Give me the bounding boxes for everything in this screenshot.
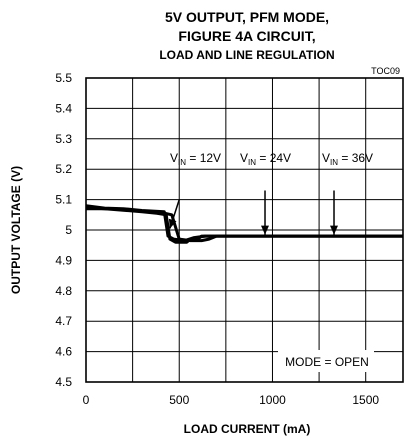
series-label-12v: VIN = 12V xyxy=(170,151,221,167)
y-tick-label: 4.5 xyxy=(55,375,72,389)
x-tick-label: 1000 xyxy=(259,393,286,407)
series-label-36v: VIN = 36V xyxy=(322,151,373,167)
series-label-36v-rest: = 36V xyxy=(338,151,373,165)
x-axis-label: LOAD CURRENT (mA) xyxy=(184,422,311,436)
series-label-12v-sub: IN xyxy=(178,158,186,167)
x-tick-label: 500 xyxy=(169,393,189,407)
arrow-head-0 xyxy=(168,218,177,229)
x-tick-label: 0 xyxy=(83,393,90,407)
x-tick-label: 1500 xyxy=(352,393,379,407)
grid xyxy=(85,77,403,383)
series-label-24v-rest: = 24V xyxy=(256,151,291,165)
y-tick-label: 5.5 xyxy=(55,71,72,85)
y-tick-label: 5 xyxy=(65,223,72,237)
y-tick-label: 5.4 xyxy=(55,101,72,115)
arrow-head-1 xyxy=(261,225,269,235)
y-tick-label: 5.2 xyxy=(55,162,72,176)
series-group xyxy=(85,204,403,244)
y-tick-label: 4.6 xyxy=(55,345,72,359)
x-tick-labels: 0 500 1000 1500 xyxy=(83,393,380,407)
y-tick-label: 4.9 xyxy=(55,253,72,267)
annotation-box xyxy=(278,350,374,372)
series-label-12v-rest: = 12V xyxy=(186,151,221,165)
y-tick-label: 5.1 xyxy=(55,193,72,207)
series-label-24v-sub: IN xyxy=(248,158,256,167)
series-line-2 xyxy=(85,204,403,243)
chart-title-line-1: 5V OUTPUT, PFM MODE, xyxy=(165,9,329,25)
series-label-24v: VIN = 24V xyxy=(240,151,291,167)
series-label-36v-main: V xyxy=(322,151,330,165)
plot-frame xyxy=(85,77,404,383)
y-tick-label: 4.7 xyxy=(55,314,72,328)
y-axis-label: OUTPUT VOLTAGE (V) xyxy=(9,166,23,294)
y-tick-label: 5.3 xyxy=(55,132,72,146)
series-label-36v-sub: IN xyxy=(330,158,338,167)
chart-title-line-3: LOAD AND LINE REGULATION xyxy=(159,48,334,62)
y-tick-label: 4.8 xyxy=(55,284,72,298)
arrows xyxy=(168,190,338,235)
series-label-12v-main: V xyxy=(170,151,178,165)
series-label-24v-main: V xyxy=(240,151,248,165)
arrow-head-2 xyxy=(330,225,338,235)
figure-code: TOC09 xyxy=(371,66,400,76)
annotation-text: MODE = OPEN xyxy=(285,355,369,369)
chart-title-line-2: FIGURE 4A CIRCUIT, xyxy=(178,28,315,44)
y-tick-labels: 4.5 4.6 4.7 4.8 4.9 5 5.1 5.2 5.3 5.4 5.5 xyxy=(55,71,72,389)
